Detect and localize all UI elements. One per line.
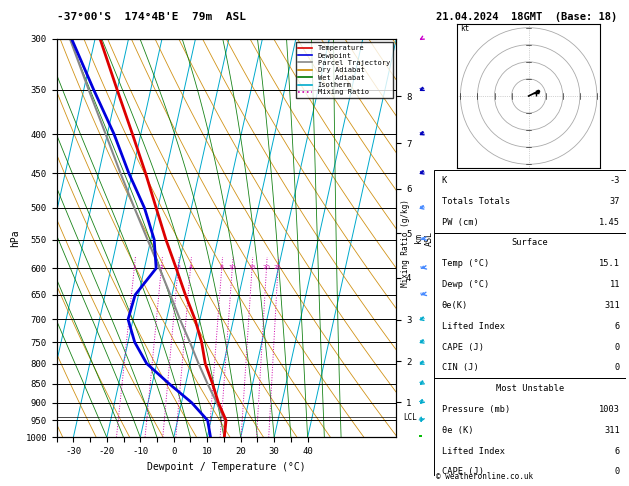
Text: Lifted Index: Lifted Index [442, 447, 504, 456]
Text: 15.1: 15.1 [599, 260, 620, 268]
Text: 20: 20 [262, 265, 270, 270]
Text: 6: 6 [615, 447, 620, 456]
Text: 0: 0 [615, 343, 620, 351]
Text: CIN (J): CIN (J) [442, 364, 479, 372]
Y-axis label: km
ASL: km ASL [414, 231, 433, 245]
Text: θe(K): θe(K) [442, 301, 468, 310]
Bar [434, 378, 626, 486]
Text: Lifted Index: Lifted Index [442, 322, 504, 331]
Text: Temp (°C): Temp (°C) [442, 260, 489, 268]
Bar [434, 170, 626, 233]
Text: 25: 25 [274, 265, 282, 270]
Text: kt: kt [460, 24, 470, 33]
Text: K: K [442, 176, 447, 185]
Text: CAPE (J): CAPE (J) [442, 468, 484, 476]
Legend: Temperature, Dewpoint, Parcel Trajectory, Dry Adiabat, Wet Adiabat, Isotherm, Mi: Temperature, Dewpoint, Parcel Trajectory… [296, 42, 392, 98]
Text: 37: 37 [610, 197, 620, 206]
Text: 21.04.2024  18GMT  (Base: 18): 21.04.2024 18GMT (Base: 18) [436, 12, 617, 22]
Text: 10: 10 [228, 265, 236, 270]
Text: 1: 1 [132, 265, 136, 270]
Text: 1003: 1003 [599, 405, 620, 414]
Text: 11: 11 [610, 280, 620, 289]
Text: 311: 311 [604, 426, 620, 435]
Text: 4: 4 [189, 265, 192, 270]
Text: Totals Totals: Totals Totals [442, 197, 510, 206]
Text: -3: -3 [610, 176, 620, 185]
Text: 8: 8 [220, 265, 223, 270]
Text: 311: 311 [604, 301, 620, 310]
Text: © weatheronline.co.uk: © weatheronline.co.uk [436, 472, 533, 481]
Text: Dewp (°C): Dewp (°C) [442, 280, 489, 289]
Text: Surface: Surface [511, 239, 548, 247]
X-axis label: Dewpoint / Temperature (°C): Dewpoint / Temperature (°C) [147, 462, 306, 472]
Text: 1.45: 1.45 [599, 218, 620, 226]
Text: CAPE (J): CAPE (J) [442, 343, 484, 351]
Text: 6: 6 [615, 322, 620, 331]
Text: Most Unstable: Most Unstable [496, 384, 564, 393]
Text: Pressure (mb): Pressure (mb) [442, 405, 510, 414]
Text: -37°00'S  174°4B'E  79m  ASL: -37°00'S 174°4B'E 79m ASL [57, 12, 245, 22]
Text: 15: 15 [248, 265, 256, 270]
Text: θe (K): θe (K) [442, 426, 473, 435]
Text: 0: 0 [615, 364, 620, 372]
Y-axis label: hPa: hPa [10, 229, 20, 247]
Text: 2: 2 [159, 265, 164, 270]
Text: 0: 0 [615, 468, 620, 476]
Bar [434, 233, 626, 378]
Text: LCL: LCL [403, 413, 417, 422]
Text: Mixing Ratio (g/kg): Mixing Ratio (g/kg) [401, 199, 410, 287]
Text: PW (cm): PW (cm) [442, 218, 479, 226]
Text: 3: 3 [176, 265, 180, 270]
